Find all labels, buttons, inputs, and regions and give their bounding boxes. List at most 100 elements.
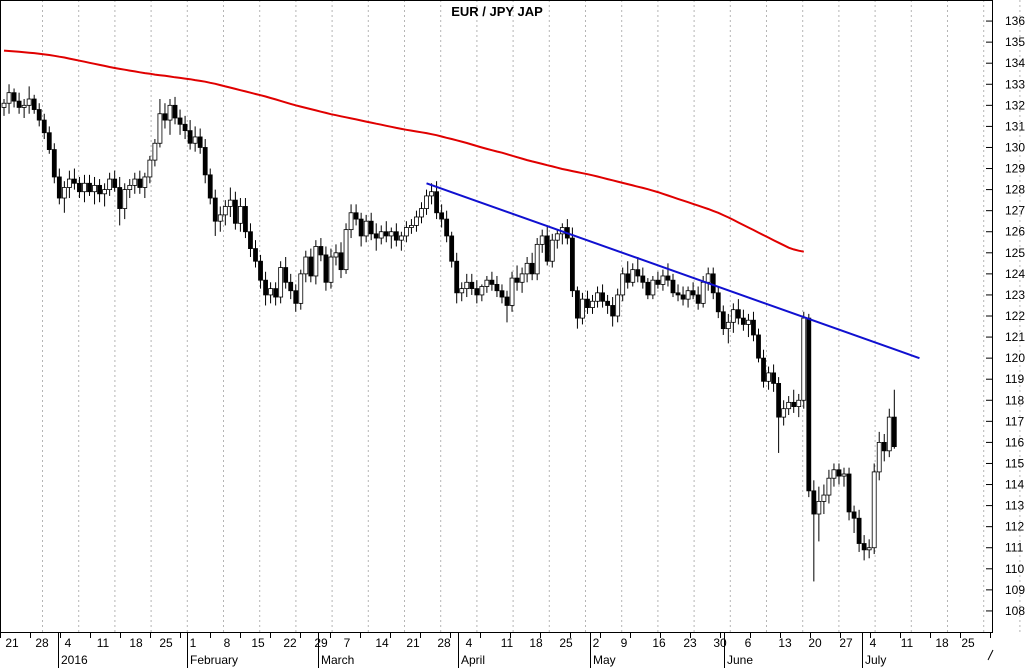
y-tick-label: 136 (1005, 14, 1025, 28)
x-day-label: 11 (901, 636, 914, 650)
candle-body (263, 279, 268, 296)
candle-body (31, 98, 37, 110)
candle-body (258, 260, 263, 281)
candle-body (388, 231, 394, 237)
x-month-label: May (593, 653, 616, 667)
candle-body (112, 178, 118, 188)
x-axis: 21 28 4 11 18 25 1 8 15 22 29 7 14 21 28 4 11 18 25 2 9 16 23 3… (0, 632, 994, 668)
candle-body (791, 401, 797, 407)
x-day-label: 28 (437, 636, 451, 650)
candle-body (816, 500, 822, 515)
candlestick-series (1, 84, 897, 582)
candle-body (549, 239, 555, 262)
candle-body (308, 256, 314, 277)
plot-frame (0, 0, 993, 633)
candle-body (117, 187, 123, 209)
candle-body (856, 517, 862, 544)
candle-body (871, 471, 877, 549)
x-day-label: 18 (129, 636, 143, 650)
candle-body (529, 262, 535, 275)
candle-body (227, 199, 233, 207)
candle-body (640, 275, 646, 283)
candle-body (741, 317, 746, 325)
x-day-label: 16 (652, 636, 666, 650)
y-tick-label: 111 (1005, 541, 1024, 555)
y-tick-label: 127 (1005, 204, 1025, 218)
candle-body (630, 269, 636, 283)
candle-body (710, 273, 716, 294)
candle-body (358, 218, 364, 237)
candle-body (6, 92, 12, 104)
candle-body (77, 182, 82, 193)
x-month-label: April (461, 653, 485, 667)
candle-body (147, 159, 153, 178)
x-day-label: 15 (251, 636, 265, 650)
x-month-label: June (727, 653, 753, 667)
candle-body (192, 136, 198, 144)
candle-body (680, 294, 686, 300)
candle-body (97, 184, 102, 195)
y-tick-label: 125 (1005, 246, 1025, 260)
candle-body (891, 416, 897, 448)
candle-body (615, 294, 621, 317)
vertical-gridlines (42, 0, 1021, 632)
y-tick-label: 116 (1005, 435, 1024, 449)
x-day-label: 1 (190, 636, 197, 650)
y-tick-label: 112 (1005, 520, 1024, 534)
candle-body (635, 269, 641, 277)
x-day-label: 8 (224, 636, 231, 650)
candle-body (715, 292, 721, 313)
candle-body (675, 292, 681, 296)
candle-body (489, 279, 495, 285)
candle-body (268, 288, 273, 296)
candle-body (776, 383, 782, 418)
candle-body (363, 220, 369, 237)
candle-body (92, 184, 97, 193)
y-tick-label: 113 (1005, 499, 1024, 513)
candle-body (464, 281, 470, 290)
candle-body (690, 290, 696, 296)
candle-body (685, 290, 691, 300)
candle-body (338, 252, 344, 271)
y-tick-label: 128 (1005, 183, 1025, 197)
candle-body (162, 113, 168, 121)
candle-body (761, 357, 766, 382)
candle-body (876, 441, 882, 473)
x-day-label: 4 (870, 636, 877, 650)
candle-body (298, 273, 304, 304)
y-tick-label: 115 (1005, 456, 1024, 470)
y-tick-label: 123 (1005, 288, 1025, 302)
candle-body (293, 290, 299, 304)
candle-body (21, 104, 27, 108)
x-day-label: 11 (501, 636, 514, 650)
candle-body (449, 235, 455, 262)
candle-body (253, 248, 258, 262)
candle-body (620, 273, 626, 296)
candle-body (575, 290, 580, 319)
candle-body (343, 229, 349, 271)
candle-body (328, 256, 334, 283)
candle-body (61, 187, 67, 199)
candle-body (383, 231, 389, 237)
candle-body (122, 189, 128, 209)
candle-body (373, 233, 379, 239)
candle-body (746, 319, 751, 325)
candle-body (429, 191, 434, 197)
x-day-label: 25 (961, 636, 975, 650)
candle-body (273, 288, 279, 298)
candle-body (846, 473, 852, 513)
candle-body (278, 267, 284, 298)
candle-body (87, 182, 92, 193)
candle-body (766, 372, 771, 382)
y-tick-label: 118 (1005, 393, 1024, 407)
candle-body (801, 317, 807, 401)
y-tick-label: 126 (1005, 225, 1025, 239)
candle-body (504, 296, 510, 306)
candle-body (217, 214, 223, 222)
candle-body (424, 195, 429, 209)
candle-body (82, 182, 87, 193)
candle-body (56, 176, 62, 199)
candle-body (283, 267, 289, 283)
candle-body (670, 279, 676, 294)
candle-body (202, 147, 208, 176)
